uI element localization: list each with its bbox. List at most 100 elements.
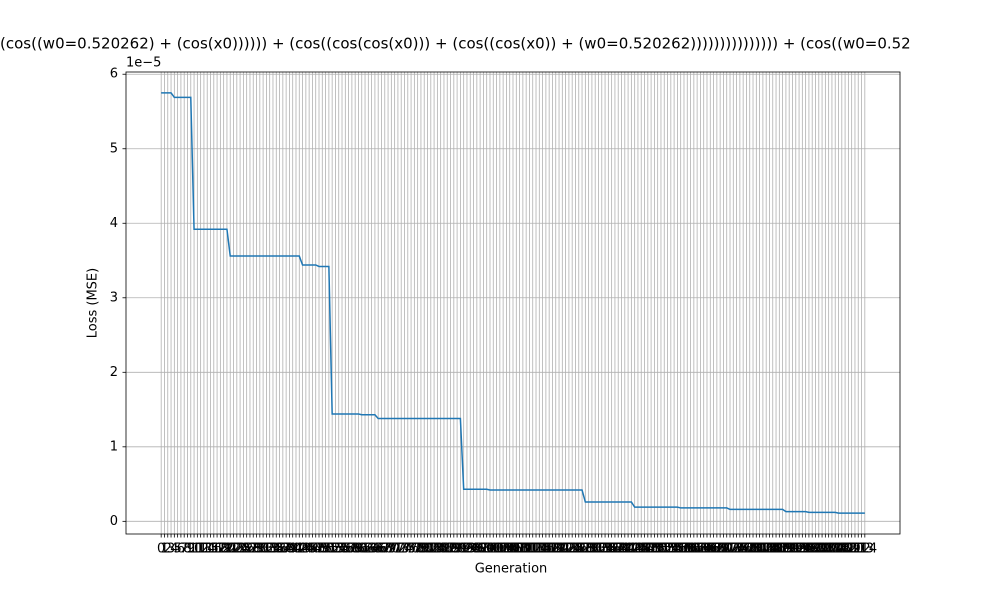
x-tick-label: 112 <box>517 542 542 557</box>
x-tick-label: 119 <box>540 542 565 557</box>
x-tick-label: 190 <box>773 542 798 557</box>
x-tick-label: 176 <box>727 542 752 557</box>
x-tick-label: 105 <box>494 542 519 557</box>
x-tick-label: 110 <box>510 542 535 557</box>
x-tick-label: 104 <box>491 542 516 557</box>
x-tick-label: 149 <box>639 542 664 557</box>
x-tick-label: 188 <box>767 542 792 557</box>
x-tick-label: 58 <box>344 542 361 557</box>
x-tick-label: 148 <box>635 542 660 557</box>
x-tick-label: 53 <box>327 542 344 557</box>
x-tick-label: 129 <box>573 542 598 557</box>
x-tick-label: 139 <box>606 542 631 557</box>
x-tick-label: 213 <box>849 542 874 557</box>
x-tick-label: 15 <box>202 542 219 557</box>
x-tick-label: 189 <box>770 542 795 557</box>
x-tick-label: 162 <box>681 542 706 557</box>
x-tick-label: 99 <box>478 542 495 557</box>
x-tick-label: 180 <box>741 542 766 557</box>
x-tick-label: 184 <box>754 542 779 557</box>
x-tick-label: 34 <box>265 542 282 557</box>
x-tick-label: 92 <box>455 542 472 557</box>
x-tick-label: 56 <box>337 542 354 557</box>
x-tick-label: 212 <box>846 542 871 557</box>
x-tick-label: 193 <box>783 542 808 557</box>
x-tick-label: 17 <box>209 542 226 557</box>
x-tick-label: 132 <box>583 542 608 557</box>
x-tick-label: 207 <box>829 542 854 557</box>
x-tick-label: 42 <box>291 542 308 557</box>
x-tick-label: 192 <box>780 542 805 557</box>
x-axis-label: Generation <box>475 562 548 577</box>
x-tick-label: 186 <box>760 542 785 557</box>
y-tick-label: 0 <box>110 514 118 529</box>
x-tick-label: 16 <box>206 542 223 557</box>
x-tick-label: 116 <box>530 542 555 557</box>
x-tick-label: 101 <box>481 542 506 557</box>
x-tick-label: 59 <box>347 542 364 557</box>
x-tick-label: 118 <box>537 542 562 557</box>
x-tick-label: 159 <box>672 542 697 557</box>
x-tick-label: 102 <box>484 542 509 557</box>
x-tick-label: 127 <box>566 542 591 557</box>
x-tick-label: 107 <box>501 542 526 557</box>
x-tick-label: 175 <box>724 542 749 557</box>
y-tick-label: 5 <box>110 141 118 156</box>
x-tick-label: 70 <box>383 542 400 557</box>
x-tick-label: 136 <box>596 542 621 557</box>
x-tick-label: 94 <box>462 542 479 557</box>
x-tick-label: 83 <box>426 542 443 557</box>
x-tick-label: 177 <box>731 542 756 557</box>
x-tick-label: 143 <box>619 542 644 557</box>
x-tick-label: 78 <box>409 542 426 557</box>
x-tick-label: 131 <box>579 542 604 557</box>
y-tick-label: 6 <box>110 67 118 82</box>
x-tick-label: 79 <box>413 542 430 557</box>
x-tick-label: 173 <box>718 542 743 557</box>
x-tick-label: 87 <box>439 542 456 557</box>
x-tick-label: 195 <box>790 542 815 557</box>
plot-frame <box>125 71 901 535</box>
x-tick-label: 169 <box>704 542 729 557</box>
x-tick-label: 214 <box>852 542 877 557</box>
x-tick-label: 23 <box>229 542 246 557</box>
x-tick-label: 198 <box>800 542 825 557</box>
x-tick-label: 60 <box>350 542 367 557</box>
x-tick-label: 199 <box>803 542 828 557</box>
x-tick-label: 41 <box>288 542 305 557</box>
x-tick-label: 86 <box>436 542 453 557</box>
x-tick-label: 44 <box>298 542 315 557</box>
x-tick-label: 80 <box>416 542 433 557</box>
x-tick-label: 113 <box>520 542 545 557</box>
x-tick-label: 67 <box>373 542 390 557</box>
x-tick-label: 37 <box>275 542 292 557</box>
x-tick-label: 133 <box>586 542 611 557</box>
x-tick-label: 31 <box>255 542 272 557</box>
data-line <box>161 92 865 514</box>
x-tick-label: 144 <box>622 542 647 557</box>
x-tick-label: 205 <box>823 542 848 557</box>
x-tick-label: 165 <box>691 542 716 557</box>
x-tick-label: 47 <box>307 542 324 557</box>
x-tick-label: 71 <box>386 542 403 557</box>
x-tick-label: 18 <box>212 542 229 557</box>
x-tick-label: 152 <box>649 542 674 557</box>
x-tick-label: 93 <box>459 542 476 557</box>
x-tick-label: 194 <box>787 542 812 557</box>
x-tick-label: 91 <box>452 542 469 557</box>
x-tick-label: 153 <box>652 542 677 557</box>
x-tick-label: 125 <box>560 542 585 557</box>
x-tick-label: 157 <box>665 542 690 557</box>
x-tick-label: 7 <box>180 542 188 557</box>
x-tick-label: 21 <box>222 542 239 557</box>
x-tick-label: 48 <box>311 542 328 557</box>
x-tick-label: 171 <box>711 542 736 557</box>
x-tick-label: 111 <box>514 542 539 557</box>
x-tick-label: 81 <box>419 542 436 557</box>
x-tick-label: 100 <box>478 542 503 557</box>
x-tick-label: 106 <box>497 542 522 557</box>
x-tick-label: 96 <box>469 542 486 557</box>
x-tick-label: 187 <box>764 542 789 557</box>
x-tick-label: 124 <box>556 542 581 557</box>
x-tick-label: 36 <box>271 542 288 557</box>
